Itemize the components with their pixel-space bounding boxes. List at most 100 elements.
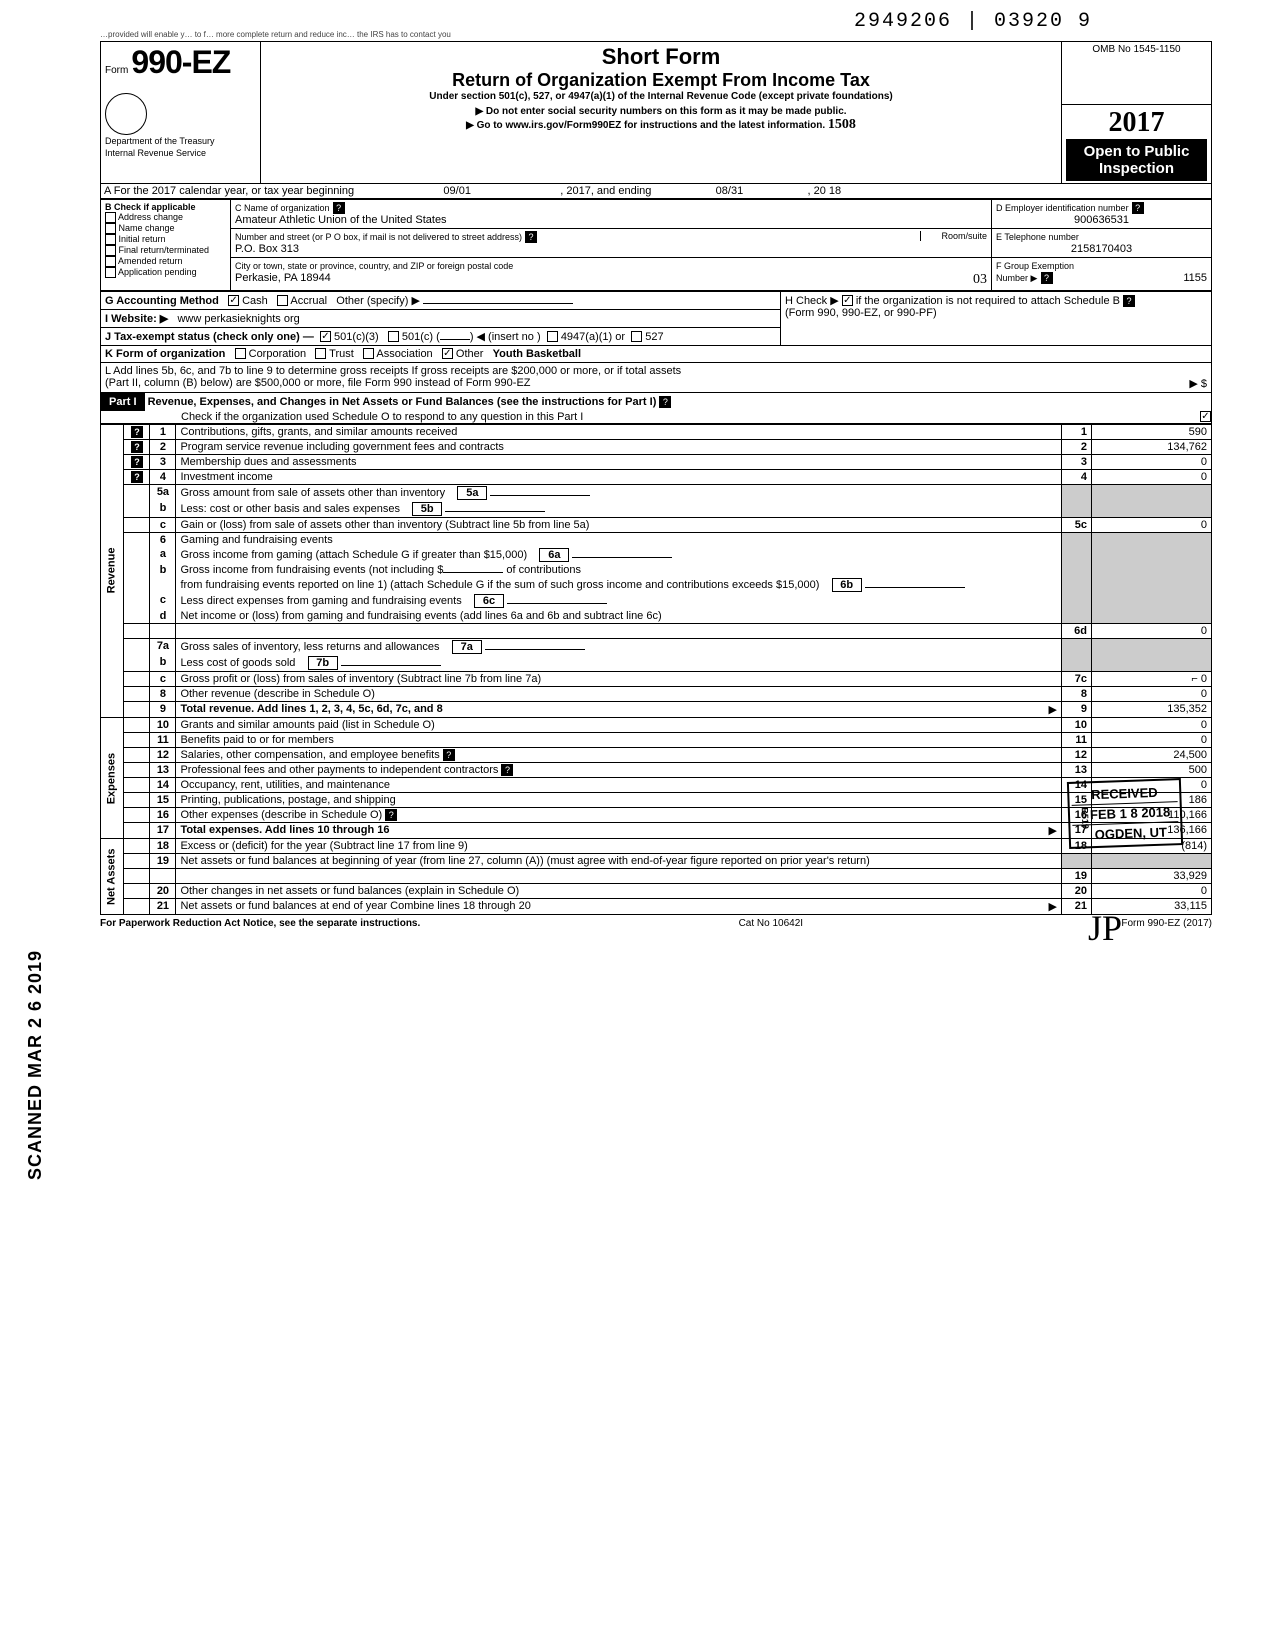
goto-link: ▶ Go to www.irs.gov/Form990EZ for instru… — [265, 117, 1057, 133]
box-7b: 7b — [308, 656, 338, 670]
line1-amount: 590 — [1092, 424, 1212, 439]
tax-year: 2017 — [1066, 107, 1207, 139]
cb-corp[interactable] — [235, 348, 246, 359]
box-b-label: B Check if applicable — [105, 202, 196, 212]
cb-schedule-o[interactable] — [1200, 411, 1211, 422]
short-form-label: Short Form — [265, 44, 1057, 70]
help-icon: ? — [501, 764, 513, 776]
cb-501c[interactable] — [388, 331, 399, 342]
box-5b: 5b — [412, 502, 442, 516]
cb-assoc[interactable] — [363, 348, 374, 359]
ssn-warning: ▶ Do not enter social security numbers o… — [265, 106, 1057, 117]
received-stamp: RECEIVED B519FEB 1 8 2018 OGDEN, UT — [1067, 778, 1183, 849]
box-f-label: F Group Exemption — [996, 261, 1074, 271]
cb-application-pending[interactable] — [105, 267, 116, 278]
city-value: Perkasie, PA 18944 — [235, 272, 331, 284]
cb-cash[interactable] — [228, 295, 239, 306]
footer-left: For Paperwork Reduction Act Notice, see … — [100, 918, 420, 929]
return-title: Return of Organization Exempt From Incom… — [265, 70, 1057, 91]
cb-527[interactable] — [631, 331, 642, 342]
website-value: www perkasieknights org — [177, 313, 299, 325]
line4-amount: 0 — [1092, 469, 1212, 484]
under-section: Under section 501(c), 527, or 4947(a)(1)… — [265, 91, 1057, 102]
box-c-label: C Name of organization — [235, 203, 330, 213]
cb-final-return[interactable] — [105, 245, 116, 256]
line12-amount: 24,500 — [1092, 748, 1212, 763]
line13-amount: 500 — [1092, 763, 1212, 778]
footer-cat-no: Cat No 10642I — [739, 918, 804, 929]
line10-amount: 0 — [1092, 718, 1212, 733]
stamp-number: 2949206 | 03920 9 — [854, 10, 1092, 33]
help-icon: ? — [659, 396, 671, 408]
org-name: Amateur Athletic Union of the United Sta… — [235, 214, 447, 226]
box-d-label: D Employer identification number — [996, 203, 1129, 213]
box-6c: 6c — [474, 594, 504, 608]
org-info-block: B Check if applicable Address change Nam… — [100, 199, 1212, 291]
line-a: A For the 2017 calendar year, or tax yea… — [100, 184, 1212, 199]
group-exemption-value: 1155 — [1183, 272, 1207, 284]
line5c-amount: 0 — [1092, 518, 1212, 533]
cb-501c3[interactable] — [320, 331, 331, 342]
help-icon: ? — [1041, 272, 1053, 284]
scanned-stamp: SCANNED MAR 2 6 2019 — [25, 950, 46, 1180]
box-5a: 5a — [457, 486, 487, 500]
cb-address-change[interactable] — [105, 212, 116, 223]
help-icon: ? — [1123, 295, 1135, 307]
cb-accrual[interactable] — [277, 295, 288, 306]
lines-g-l: G Accounting Method Cash Accrual Other (… — [100, 291, 1212, 393]
help-icon: ? — [333, 202, 345, 214]
help-icon: ? — [443, 749, 455, 761]
revenue-label: Revenue — [101, 424, 124, 717]
treasury-seal-icon — [105, 93, 147, 135]
cb-4947[interactable] — [547, 331, 558, 342]
line20-amount: 0 — [1092, 884, 1212, 899]
line7c-amount: ⌐ 0 — [1092, 672, 1212, 687]
omb-number: OMB No 1545-1150 — [1066, 44, 1207, 55]
help-icon: ? — [525, 231, 537, 243]
net-assets-label: Net Assets — [101, 839, 124, 915]
expenses-label: Expenses — [101, 718, 124, 839]
cb-schedule-b[interactable] — [842, 295, 853, 306]
cb-amended-return[interactable] — [105, 256, 116, 267]
help-icon: ? — [131, 471, 143, 483]
handwritten-03: 03 — [973, 272, 987, 288]
initials: JP — [1088, 907, 1122, 949]
handwritten-1508: 1508 — [828, 117, 856, 132]
form-word: Form — [105, 65, 128, 76]
street-value: P.O. Box 313 — [235, 243, 299, 255]
part1-header: Part I Revenue, Expenses, and Changes in… — [100, 393, 1212, 424]
box-6b: 6b — [832, 578, 862, 592]
help-icon: ? — [1132, 202, 1144, 214]
box-e-label: E Telephone number — [996, 232, 1079, 242]
city-label: City or town, state or province, country… — [235, 261, 513, 271]
footer-form: Form 990-EZ (2017) — [1121, 918, 1212, 929]
cb-trust[interactable] — [315, 348, 326, 359]
phone-value: 2158170403 — [996, 243, 1207, 255]
form-number: 990-EZ — [131, 44, 230, 80]
form-header: Form 990-EZ Department of the Treasury I… — [100, 41, 1212, 184]
part1-label: Part I — [101, 393, 145, 411]
line2-amount: 134,762 — [1092, 439, 1212, 454]
street-label: Number and street (or P O box, if mail i… — [235, 232, 522, 242]
tax-year-end: 08/31 — [654, 185, 804, 197]
line19-amount: 33,929 — [1092, 869, 1212, 884]
help-icon: ? — [131, 426, 143, 438]
box-6a: 6a — [539, 548, 569, 562]
main-lines-table: Revenue ? 1Contributions, gifts, grants,… — [100, 424, 1212, 916]
dept-treasury: Department of the Treasury — [105, 136, 215, 146]
box-7a: 7a — [452, 640, 482, 654]
line8-amount: 0 — [1092, 687, 1212, 702]
ein-value: 900636531 — [996, 214, 1207, 226]
dept-irs: Internal Revenue Service — [105, 148, 206, 158]
help-icon: ? — [131, 456, 143, 468]
tax-year-begin: 09/01 — [357, 185, 557, 197]
cb-initial-return[interactable] — [105, 234, 116, 245]
line9-amount: 135,352 — [1092, 702, 1212, 718]
line3-amount: 0 — [1092, 454, 1212, 469]
cb-name-change[interactable] — [105, 223, 116, 234]
help-icon: ? — [385, 809, 397, 821]
cb-other-org[interactable] — [442, 348, 453, 359]
line6d-amount: 0 — [1092, 624, 1212, 639]
footer: For Paperwork Reduction Act Notice, see … — [100, 918, 1212, 929]
help-icon: ? — [131, 441, 143, 453]
